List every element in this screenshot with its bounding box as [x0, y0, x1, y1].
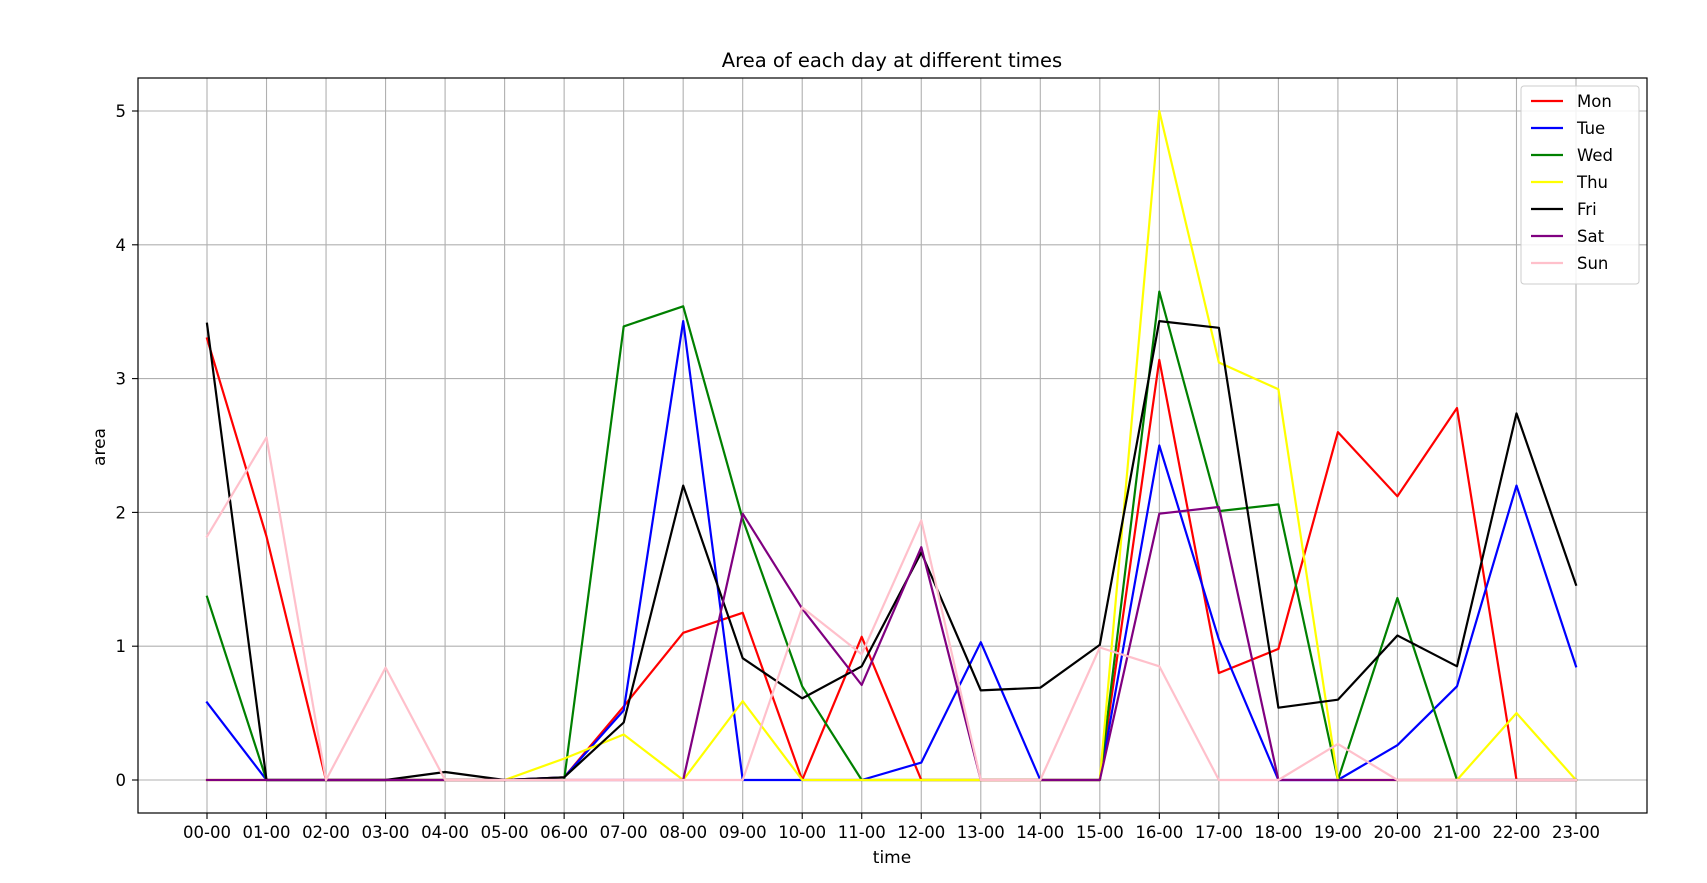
x-tick-label: 12-00 [897, 823, 945, 842]
plot-area-frame [137, 77, 1648, 814]
x-tick-label: 03-00 [362, 823, 410, 842]
x-tick-label: 16-00 [1135, 823, 1183, 842]
x-axis-label: time [873, 848, 911, 868]
x-tick-label: 04-00 [421, 823, 469, 842]
y-tick-label: 4 [116, 236, 127, 255]
series-line-fri [205, 320, 1578, 782]
chart-title: Area of each day at different times [722, 49, 1062, 72]
legend-label-sun: Sun [1577, 254, 1608, 273]
legend-label-fri: Fri [1577, 200, 1597, 219]
x-tick-label: 11-00 [838, 823, 886, 842]
legend-label-tue: Tue [1576, 119, 1605, 138]
x-tick-label: 15-00 [1076, 823, 1124, 842]
x-tick-label: 22-00 [1493, 823, 1541, 842]
x-tick-label: 13-00 [957, 823, 1005, 842]
x-tick-label: 23-00 [1552, 823, 1600, 842]
legend-box [1520, 85, 1640, 285]
x-tick-label: 08-00 [659, 823, 707, 842]
x-tick-label: 21-00 [1433, 823, 1481, 842]
x-tick-label: 01-00 [243, 823, 291, 842]
x-tick-label: 19-00 [1314, 823, 1362, 842]
legend-label-mon: Mon [1577, 92, 1612, 111]
axis-ticks: 00-00 01-00 02-00 03-00 04-00 05-00 06-00 07-00… [116, 102, 1600, 842]
y-tick-label: 1 [116, 637, 127, 656]
x-tick-label: 00-00 [183, 823, 231, 842]
x-tick-label: 05-00 [481, 823, 529, 842]
grid-lines [138, 78, 1647, 813]
x-tick-label: 09-00 [719, 823, 767, 842]
series-lines [205, 109, 1578, 782]
x-tick-label: 20-00 [1373, 823, 1421, 842]
x-tick-label: 10-00 [778, 823, 826, 842]
x-tick-label: 14-00 [1016, 823, 1064, 842]
y-tick-label: 0 [116, 771, 127, 790]
legend-label-sat: Sat [1577, 227, 1605, 246]
y-axis-label: area [90, 428, 110, 466]
y-tick-label: 2 [116, 503, 127, 522]
legend-label-thu: Thu [1576, 173, 1608, 192]
x-tick-label: 06-00 [540, 823, 588, 842]
series-line-sun [205, 436, 1578, 782]
x-tick-label: 17-00 [1195, 823, 1243, 842]
series-line-mon [205, 337, 1578, 782]
series-line-sat [205, 505, 1578, 782]
x-tick-label: 07-00 [600, 823, 648, 842]
y-tick-label: 5 [116, 102, 127, 121]
x-tick-label: 18-00 [1254, 823, 1302, 842]
legend-label-wed: Wed [1577, 146, 1613, 165]
legend: Mon Tue Wed Thu Fri Sat Sun [1520, 85, 1640, 285]
x-tick-label: 02-00 [302, 823, 350, 842]
y-tick-label: 3 [116, 370, 127, 389]
